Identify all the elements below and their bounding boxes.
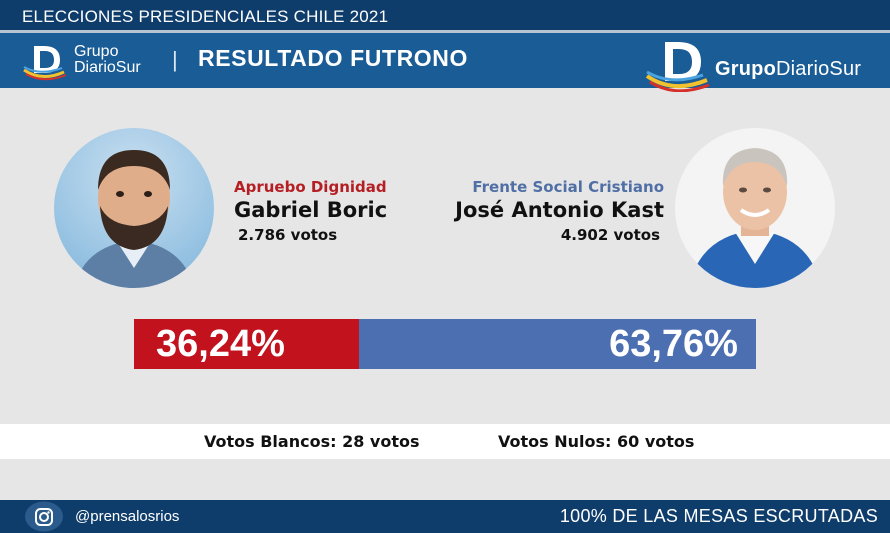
logo-small-line1: Grupo bbox=[74, 43, 119, 60]
party-left: Apruebo Dignidad bbox=[234, 178, 387, 196]
candidate-votes-right: 4.902 votos bbox=[560, 226, 660, 244]
percent-right: 63,76% bbox=[609, 323, 738, 365]
result-bar-left-segment: 36,24% bbox=[134, 319, 360, 369]
header-bar: Grupo DiarioSur | RESULTADO FUTRONO bbox=[0, 33, 890, 88]
votos-nulos: Votos Nulos: 60 votos bbox=[498, 432, 695, 451]
percent-left: 36,24% bbox=[156, 323, 285, 365]
result-bar-right-segment: 63,76% bbox=[359, 319, 756, 369]
logo-big-brand: GrupoDiarioSur bbox=[715, 58, 861, 81]
portrait-right bbox=[689, 148, 821, 288]
diariosur-logo-small: Grupo DiarioSur bbox=[22, 42, 167, 82]
top-bar-stripe bbox=[0, 30, 890, 33]
party-right: Frente Social Cristiano bbox=[472, 178, 664, 196]
candidate-photo-right bbox=[675, 128, 835, 288]
candidate-photo-left bbox=[54, 128, 214, 288]
candidate-name-right: José Antonio Kast bbox=[455, 198, 664, 222]
candidate-name-left: Gabriel Boric bbox=[234, 198, 388, 222]
stats-bar: Votos Blancos: 28 votos Votos Nulos: 60 … bbox=[0, 424, 890, 459]
portrait-left bbox=[74, 150, 194, 288]
top-bar: ELECCIONES PRESIDENCIALES CHILE 2021 bbox=[0, 0, 890, 33]
election-title: ELECCIONES PRESIDENCIALES CHILE 2021 bbox=[22, 7, 389, 26]
votos-blancos: Votos Blancos: 28 votos bbox=[204, 432, 420, 451]
candidate-votes-left: 2.786 votos bbox=[238, 226, 338, 244]
mesas-escrutadas: 100% DE LAS MESAS ESCRUTADAS bbox=[559, 506, 878, 526]
diariosur-logo-icon bbox=[645, 42, 710, 92]
logo-big-brand-rest: DiarioSur bbox=[776, 58, 862, 80]
diariosur-logo-icon bbox=[23, 46, 67, 81]
logo-small-line2: DiarioSur bbox=[74, 59, 141, 76]
page-title: RESULTADO FUTRONO bbox=[198, 45, 468, 71]
result-bar: 36,24% 63,76% bbox=[134, 319, 756, 369]
diariosur-logo-big: GrupoDiarioSur bbox=[645, 40, 885, 92]
instagram-handle[interactable]: @prensalosrios bbox=[75, 508, 180, 525]
logo-big-brand-bold: Grupo bbox=[715, 58, 776, 80]
footer-bar: @prensalosrios 100% DE LAS MESAS ESCRUTA… bbox=[0, 500, 890, 533]
header-separator: | bbox=[172, 47, 178, 72]
instagram-icon[interactable] bbox=[24, 501, 64, 532]
